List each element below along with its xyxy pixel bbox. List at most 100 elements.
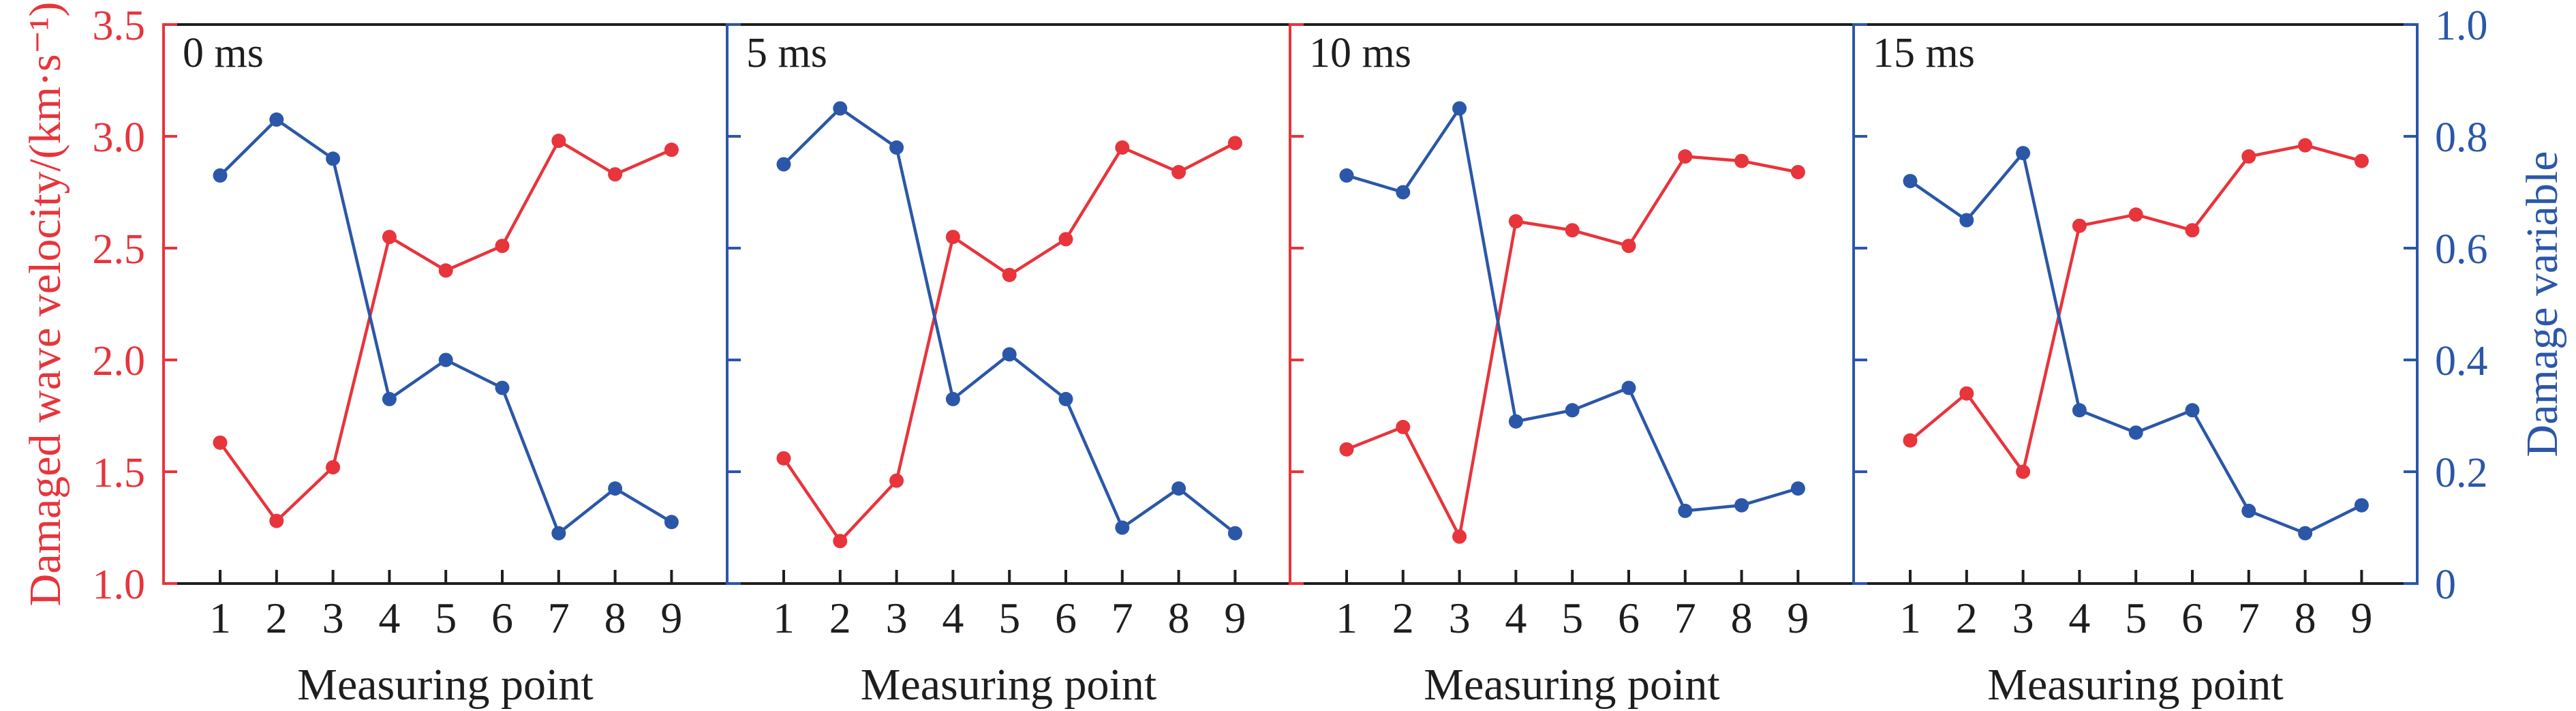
damage-series-panel-3 [1903, 146, 2369, 541]
x-axis-title: Measuring point [1987, 660, 2283, 710]
y-right-tick-label: 0.2 [2435, 450, 2488, 496]
velocity-point [1790, 164, 1805, 179]
damage-point [608, 481, 623, 496]
damage-point [1171, 481, 1186, 496]
velocity-point [776, 451, 791, 466]
damage-point [1452, 101, 1467, 116]
damage-series-panel-1 [776, 101, 1242, 541]
x-tick-label: 7 [2238, 594, 2260, 642]
x-tick-label: 6 [1055, 594, 1077, 642]
x-tick-label: 4 [1505, 594, 1527, 642]
damage-point [776, 157, 791, 172]
velocity-point [664, 142, 679, 157]
damage-point [1508, 414, 1523, 429]
velocity-point [2354, 153, 2369, 168]
damage-point [1339, 168, 1354, 183]
x-tick-label: 1 [1899, 594, 1921, 642]
velocity-point [889, 473, 904, 488]
damage-point [1396, 185, 1411, 200]
y-left-tick-label: 2.5 [93, 226, 146, 273]
damage-point [2241, 503, 2256, 518]
x-tick-label: 1 [773, 594, 795, 642]
velocity-point [438, 263, 453, 278]
damage-point [1227, 526, 1242, 541]
damage-line [782, 106, 1236, 534]
damage-point [2354, 498, 2369, 513]
velocity-point [1058, 232, 1073, 247]
velocity-point [2072, 218, 2087, 233]
y-right-tick-label: 0.4 [2435, 338, 2488, 384]
damage-point [438, 352, 453, 367]
x-tick-label: 9 [660, 594, 682, 642]
x-tick-label: 3 [1449, 594, 1471, 642]
x-tick-label: 5 [1561, 594, 1583, 642]
y-left-tick-label: 3.0 [93, 115, 146, 161]
velocity-point [1621, 239, 1636, 254]
x-tick-label: 3 [2012, 594, 2034, 642]
velocity-point [1508, 214, 1523, 229]
velocity-line [782, 141, 1236, 543]
x-tick-label: 5 [435, 594, 457, 642]
axes-layer [162, 23, 2419, 585]
velocity-point [1678, 149, 1693, 164]
y-right-tick-label: 0.6 [2435, 226, 2488, 273]
velocity-series-panel-3 [1903, 138, 2369, 479]
x-tick-label: 2 [1392, 594, 1414, 642]
x-tick-label: 4 [378, 594, 400, 642]
damage-point [1565, 403, 1580, 418]
x-tick-label: 6 [2181, 594, 2203, 642]
y-right-tick-label: 0.8 [2435, 115, 2488, 161]
velocity-point [1002, 267, 1017, 282]
velocity-point [326, 459, 341, 474]
damage-point [1959, 213, 1974, 228]
damage-point [2185, 403, 2200, 418]
x-tick-label: 2 [1956, 594, 1978, 642]
velocity-point [213, 435, 228, 450]
velocity-point [608, 167, 623, 182]
velocity-line [1346, 155, 1798, 539]
damage-point [382, 391, 397, 406]
velocity-series-panel-1 [776, 136, 1242, 549]
velocity-series-panel-0 [213, 134, 679, 528]
damage-line [219, 118, 673, 535]
damage-point [1115, 520, 1130, 535]
x-axis-title: Measuring point [861, 660, 1156, 710]
y-axis-title-right: Damage variable [2517, 151, 2567, 457]
x-tick-label: 8 [2295, 594, 2316, 642]
y-left-tick-label: 1.0 [93, 562, 146, 608]
x-tick-label: 3 [322, 594, 344, 642]
damage-point [2128, 425, 2143, 440]
velocity-point [1227, 136, 1242, 151]
x-tick-label: 3 [886, 594, 908, 642]
velocity-line [219, 139, 673, 523]
velocity-point [1959, 386, 1974, 401]
y-axis-title-left: Damaged wave velocity/(km·s⁻¹) [20, 2, 70, 607]
damage-point [2016, 146, 2031, 161]
x-tick-label: 7 [548, 594, 570, 642]
velocity-line [1909, 143, 2363, 474]
damage-point [1002, 347, 1017, 362]
velocity-point [945, 230, 960, 245]
x-axis-title: Measuring point [1424, 660, 1719, 710]
panel-label: 10 ms [1309, 30, 1411, 76]
x-tick-label: 6 [491, 594, 513, 642]
y-right-tick-label: 1.0 [2435, 3, 2488, 49]
velocity-point [2241, 149, 2256, 164]
x-tick-label: 9 [1224, 594, 1246, 642]
series-layer [213, 101, 2369, 549]
damage-point [833, 101, 848, 116]
x-tick-label: 5 [2125, 594, 2147, 642]
velocity-point [2185, 223, 2200, 238]
velocity-point [551, 134, 566, 149]
velocity-point [2128, 207, 2143, 222]
x-tick-label: 8 [1731, 594, 1753, 642]
damage-point [1678, 503, 1693, 518]
x-tick-label: 9 [1787, 594, 1809, 642]
damage-point [326, 151, 341, 166]
y-left-tick-label: 2.0 [93, 338, 146, 384]
velocity-point [2016, 464, 2031, 479]
y-left-tick-label: 3.5 [93, 3, 146, 49]
velocity-point [495, 239, 510, 254]
damage-point [1903, 174, 1918, 189]
